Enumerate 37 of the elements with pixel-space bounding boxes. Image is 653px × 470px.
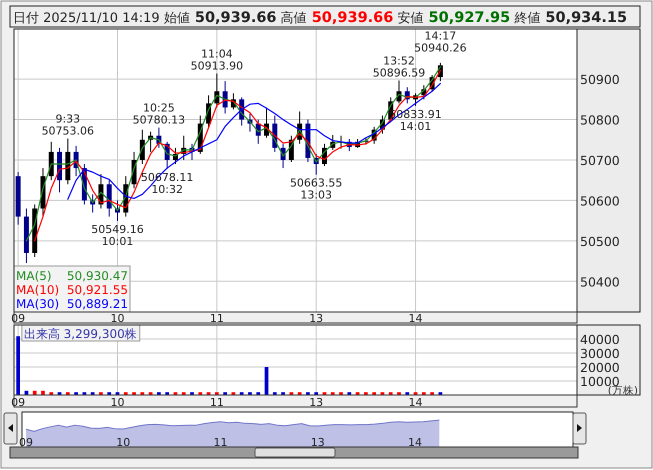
annotation: 10:25 50780.13: [132, 102, 186, 127]
x-tick-label: 14: [408, 436, 422, 449]
annotation: 11:04 50913.90: [190, 48, 244, 72]
panel-title: 出来高 3,299,300株: [21, 324, 140, 342]
y-tick-label: 50500: [580, 234, 620, 249]
y-tick-label: 50400: [580, 274, 620, 290]
bar: [16, 336, 20, 395]
bar: [264, 367, 268, 395]
y-tick-label: 50700: [580, 152, 620, 168]
chart-title: 出来高 3,299,300株: [24, 327, 137, 341]
y-tick-label: 50600: [580, 193, 620, 208]
x-tick-label: 11: [214, 436, 228, 449]
x-tick-label: 13: [309, 396, 324, 409]
annotation: 9:33 50753.06: [42, 112, 94, 138]
y-tick-label: 20000: [580, 360, 620, 375]
y-tick-label: 50900: [580, 72, 620, 88]
x-tick-label: 10: [110, 312, 124, 325]
annotation: 14:17 50940.26: [414, 30, 467, 54]
y-tick-label: 50800: [580, 112, 620, 128]
x-tick-label: 13: [310, 436, 325, 449]
x-tick-label: 14: [408, 396, 423, 409]
y-tick-label: 40000: [580, 332, 620, 347]
y-tick-label: 30000: [580, 346, 620, 361]
annotation: 50549.16 10:01: [91, 222, 144, 248]
annotation: 50,921.55: [66, 283, 128, 297]
legend: MA(5) 50,930.47 MA(10) 50,921.55 MA(30) 50,889.21: [14, 266, 130, 312]
chart-title: 日付 2025/11/10 14:19 始値 50,939.66 高値 50,939.66 安値 50,927.95 終値 50,934.15: [13, 10, 628, 26]
annotation: 50,930.47: [66, 269, 128, 283]
x-tick-label: 13: [309, 312, 324, 325]
x-tick-label: 14: [408, 312, 423, 325]
annotation: 50,889.21: [66, 297, 128, 311]
x-tick-label: 11: [210, 312, 224, 325]
annotation: 13:52 50896.59: [372, 54, 426, 80]
x-tick-label: 10: [110, 396, 124, 409]
annotation: 50663.55 13:03: [290, 176, 342, 202]
x-tick-label: 11: [210, 396, 224, 409]
x-tick-label: 10: [116, 436, 130, 449]
